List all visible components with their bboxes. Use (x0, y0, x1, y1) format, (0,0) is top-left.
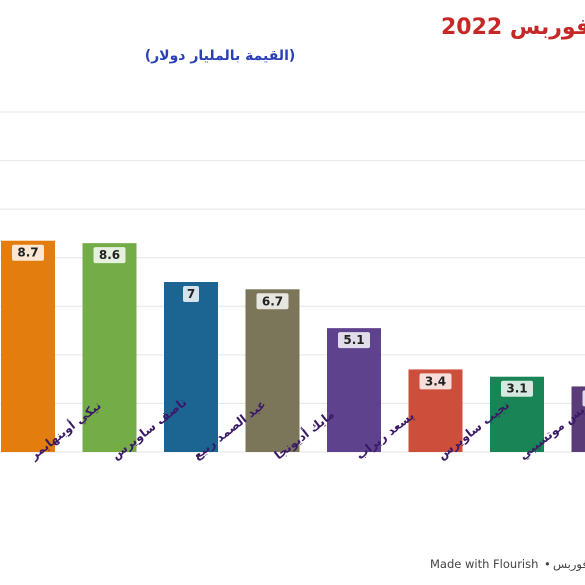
bars (1, 240, 585, 452)
value-label-text: 3.4 (425, 374, 446, 388)
value-label-text: 7 (187, 287, 195, 301)
bar[interactable] (164, 282, 218, 452)
bar[interactable] (571, 386, 585, 452)
chart-title: أغنى 10 أشخاص في أفريقيا بقائمة فوربس 20… (441, 11, 585, 40)
bar[interactable] (327, 328, 381, 452)
value-label: 7 (183, 286, 199, 302)
value-label-text: 6.7 (262, 294, 283, 308)
footer-credit[interactable]: Made with Flourish (430, 557, 538, 571)
value-label-text: 5.1 (343, 333, 364, 347)
chart-subtitle: (القيمة بالمليار دولار) (145, 48, 296, 64)
value-label-bg (419, 373, 452, 390)
bar[interactable] (1, 240, 55, 452)
value-label-bg (501, 380, 533, 397)
value-label: 8.7 (12, 244, 44, 261)
value-label-bg (183, 286, 199, 302)
value-label-bg (12, 244, 44, 261)
value-label-bg (582, 390, 585, 407)
value-label-text: 8.7 (17, 246, 38, 260)
value-label: 2.7 (582, 390, 585, 407)
value-label-text: 8.6 (99, 248, 120, 262)
value-label: 6.7 (256, 293, 289, 310)
footer-source: المصدر: فوربس (553, 557, 585, 572)
value-label: 5.1 (338, 332, 370, 349)
value-label-text: 3.1 (506, 382, 527, 396)
footer-separator: • (544, 557, 551, 571)
value-labels: 8.7 8.6 7 6.7 5.1 3.4 3.1 2.7 (12, 244, 585, 407)
value-label: 8.6 (93, 247, 126, 264)
value-label: 3.1 (501, 380, 533, 397)
footer: Made with Flourish • المصدر: فوربس (430, 557, 585, 572)
value-label-bg (93, 247, 126, 264)
value-label: 3.4 (419, 373, 452, 390)
bar[interactable] (245, 289, 300, 452)
value-label-bg (338, 332, 370, 349)
value-label-bg (256, 293, 289, 310)
bar[interactable] (82, 243, 137, 452)
